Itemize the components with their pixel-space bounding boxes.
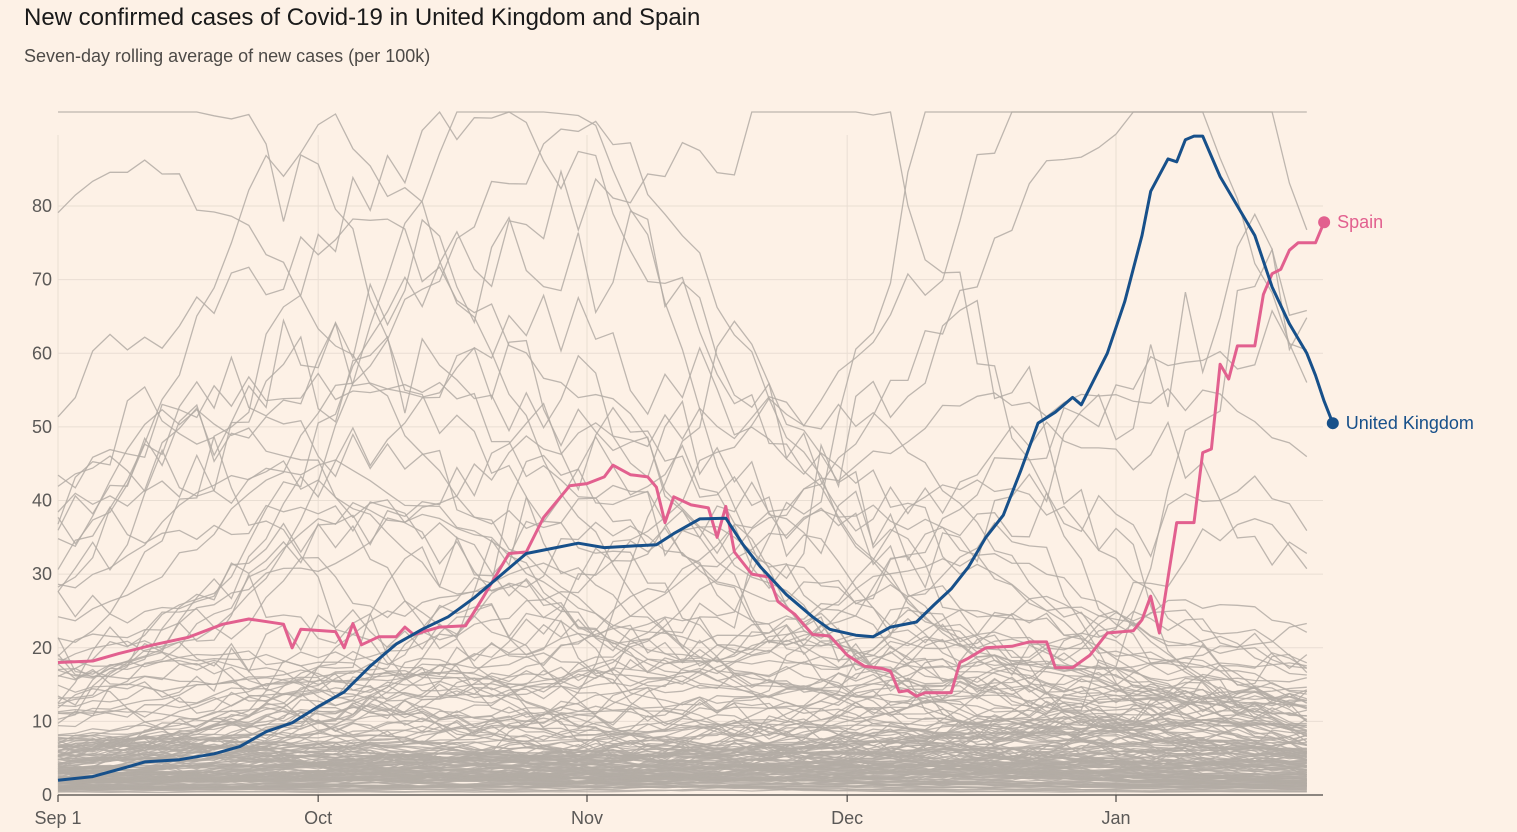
chart-title: New confirmed cases of Covid-19 in Unite… — [24, 4, 701, 31]
spain-label: Spain — [1337, 212, 1383, 232]
background-country-line — [58, 111, 1308, 731]
background-country-line — [57, 654, 1307, 778]
background-country-line — [57, 335, 1308, 593]
background-country-line — [57, 402, 1308, 705]
x-tick-label: Nov — [571, 808, 603, 828]
background-country-line — [57, 572, 1308, 757]
y-tick-label: 30 — [32, 564, 52, 584]
background-country-line — [57, 120, 1307, 683]
background-country-line — [57, 501, 1307, 753]
background-country-line — [57, 730, 1307, 784]
background-country-line — [57, 740, 1307, 783]
y-tick-label: 50 — [32, 417, 52, 437]
united-kingdom-line — [57, 134, 1335, 782]
x-tick-label: Oct — [304, 808, 332, 828]
y-tick-label: 0 — [42, 785, 52, 805]
background-country-line — [57, 599, 1308, 752]
y-tick-label: 80 — [32, 196, 52, 216]
x-tick-label: Jan — [1101, 808, 1130, 828]
background-country-line — [57, 159, 1307, 703]
background-country-line — [57, 403, 1308, 709]
united-kingdom-end-point — [1326, 417, 1339, 430]
background-country-line — [57, 453, 1307, 747]
background-country-line — [57, 663, 1307, 769]
y-tick-label: 60 — [32, 343, 52, 363]
background-country-line — [57, 729, 1307, 789]
background-country-line — [57, 309, 1308, 736]
background-country-line — [57, 111, 1307, 693]
axes: 0 10 20 30 40 50 60 70 80 Sep 1 Oct Nov Dec Jan — [32, 196, 1323, 828]
background-country-line — [57, 454, 1308, 743]
background-country-line — [57, 518, 1308, 751]
background-series — [57, 110, 1308, 794]
background-country-line — [57, 111, 1308, 708]
y-tick-label: 20 — [32, 638, 52, 658]
y-tick-label: 70 — [32, 270, 52, 290]
background-country-line — [57, 674, 1307, 743]
background-country-line — [57, 714, 1307, 782]
background-country-line — [57, 111, 1308, 701]
background-country-line — [57, 110, 1307, 703]
background-country-line — [57, 636, 1307, 761]
background-country-line — [57, 644, 1307, 768]
background-country-line — [57, 504, 1307, 717]
background-country-line — [57, 339, 1308, 706]
y-tick-label: 40 — [32, 491, 52, 511]
y-tick-label: 10 — [32, 711, 52, 731]
background-country-line — [57, 218, 1307, 753]
highlight-series: Spain United Kingdom — [57, 134, 1474, 782]
background-country-line — [57, 670, 1307, 753]
background-country-line — [57, 735, 1307, 776]
background-country-line — [57, 753, 1307, 788]
background-country-line — [57, 212, 1308, 759]
background-country-line — [57, 247, 1307, 757]
background-country-line — [57, 111, 1307, 670]
background-country-line — [57, 733, 1307, 778]
x-tick-label: Sep 1 — [34, 808, 81, 828]
background-country-line — [57, 210, 1307, 720]
x-tick-label: Dec — [831, 808, 863, 828]
united-kingdom-label: United Kingdom — [1346, 413, 1474, 433]
background-country-line — [57, 651, 1308, 765]
background-country-line — [57, 749, 1307, 794]
background-country-line — [57, 757, 1307, 793]
background-country-line — [57, 713, 1307, 760]
background-country-line — [57, 459, 1307, 734]
background-country-line — [57, 616, 1308, 760]
spain-line — [57, 221, 1326, 698]
spain-end-point — [1318, 216, 1331, 229]
chart-subtitle: Seven-day rolling average of new cases (… — [24, 46, 431, 66]
background-country-line — [57, 748, 1307, 782]
